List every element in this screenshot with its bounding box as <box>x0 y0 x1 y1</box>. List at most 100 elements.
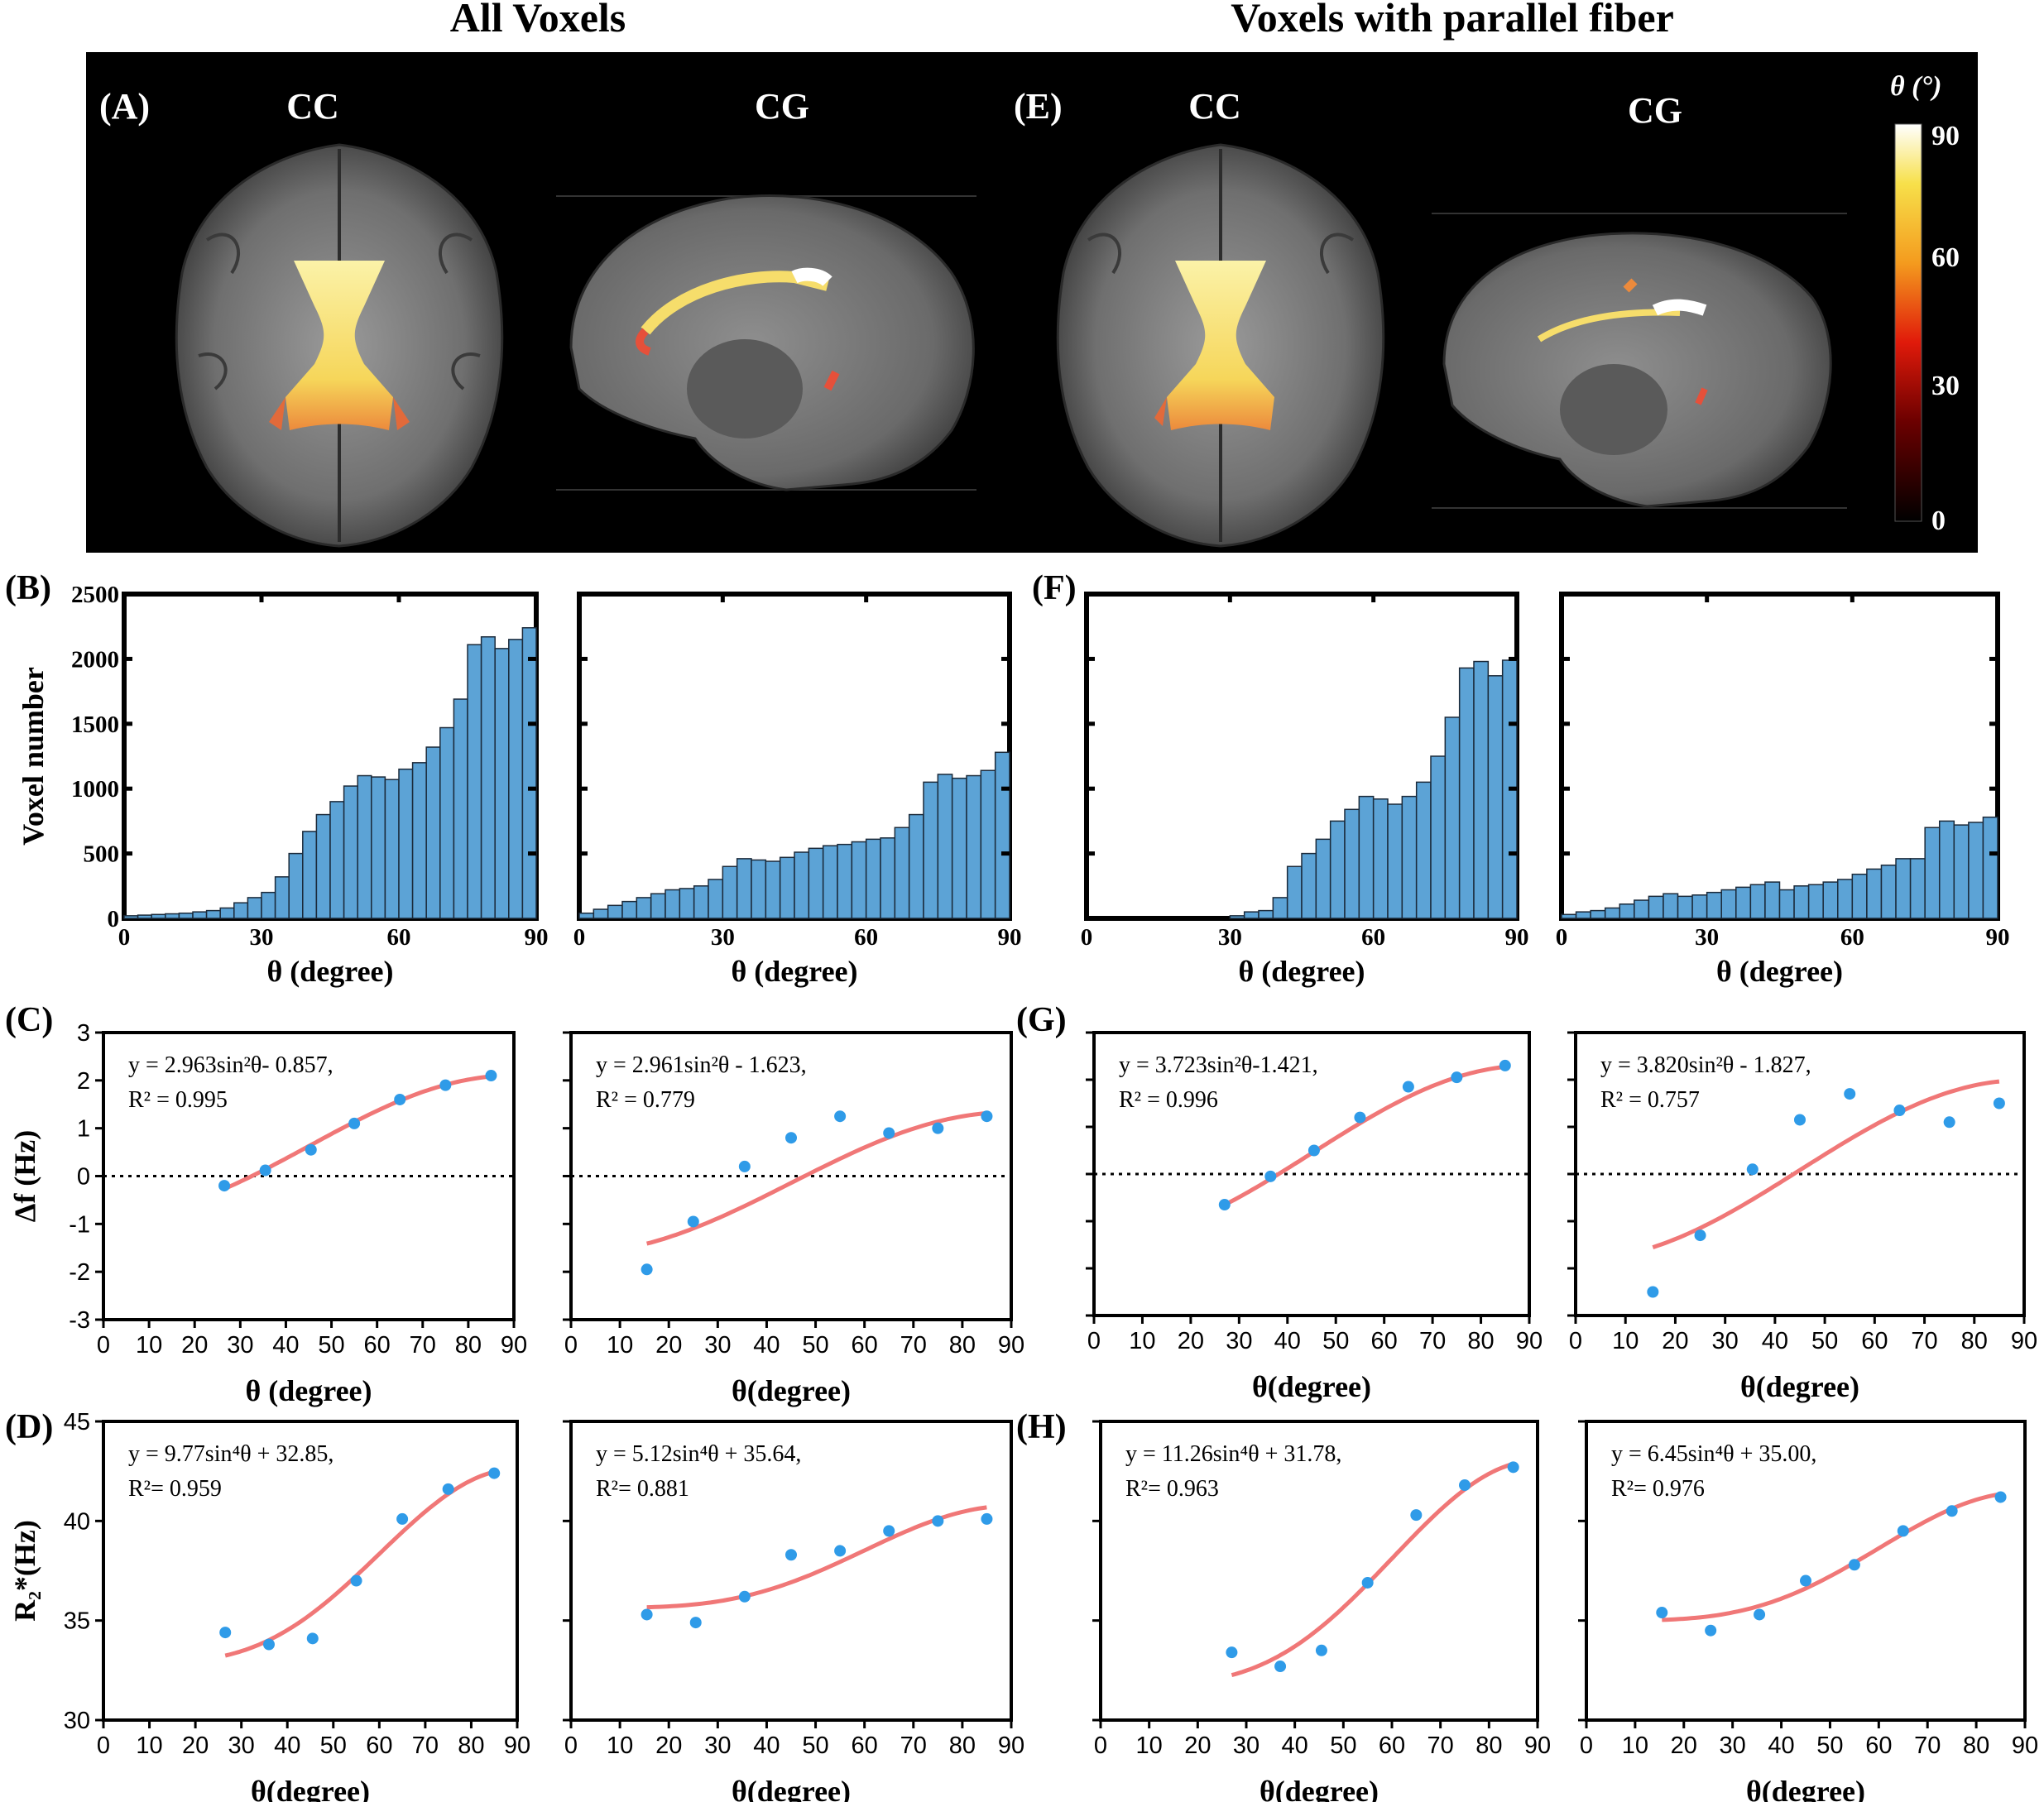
histogram-bar <box>1735 886 1752 919</box>
histogram-bar <box>123 915 139 919</box>
colorbar-gradient <box>1894 123 1922 522</box>
histogram-bar <box>165 913 180 919</box>
x-tick-label: 90 <box>998 924 1022 951</box>
data-point <box>1274 1661 1287 1673</box>
y-tick-label: 30 <box>64 1708 90 1734</box>
x-tick-label: 60 <box>387 924 411 951</box>
histogram-bar <box>1807 884 1824 919</box>
y-tick-label: 0 <box>77 1164 90 1191</box>
x-tick-label: 90 <box>525 924 549 951</box>
histogram-bar <box>151 913 166 919</box>
x-tick-label: 70 <box>900 1332 927 1359</box>
x-tick-label: 30 <box>1695 924 1719 951</box>
data-point <box>1994 1491 2007 1503</box>
x-tick-label: 70 <box>412 1733 439 1759</box>
data-point <box>785 1132 797 1144</box>
histogram-bar <box>607 904 623 919</box>
histogram-bar <box>1590 909 1606 919</box>
histogram-bar <box>1619 903 1635 919</box>
x-tick-label: 90 <box>998 1332 1024 1359</box>
chart-f-cc: 0 30 60 90 θ (degree) <box>1081 592 1529 988</box>
x-tick-label: 30 <box>1720 1733 1746 1759</box>
data-point <box>834 1545 847 1557</box>
x-tick-label: 90 <box>998 1733 1024 1759</box>
x-tick-label: 20 <box>655 1332 682 1359</box>
histogram-bar <box>1315 838 1331 919</box>
x-tick-label: 0 <box>97 1332 110 1359</box>
x-tick-label: 50 <box>1811 1328 1838 1354</box>
data-point <box>1451 1071 1463 1084</box>
x-tick-label: 40 <box>274 1733 300 1759</box>
x-tick-label: 90 <box>1516 1328 1543 1354</box>
x-axis-label: θ (degree) <box>731 955 857 988</box>
histogram-bar <box>233 902 249 919</box>
fit-curve <box>646 1505 987 1610</box>
panel-label-b: (B) <box>5 569 51 607</box>
y-axis-label: R₂*(Hz) <box>8 1520 41 1622</box>
x-tick-label: 10 <box>607 1332 633 1359</box>
data-point <box>1218 1199 1231 1211</box>
histogram-bar <box>1706 891 1722 919</box>
histogram-bar <box>808 847 824 919</box>
histogram-bar <box>751 859 767 919</box>
data-point <box>348 1117 361 1129</box>
fit-curve <box>1231 1461 1514 1678</box>
x-tick-label: 50 <box>802 1733 828 1759</box>
fit-equation: y = 9.77sin⁴θ + 32.85, <box>128 1441 333 1467</box>
colorbar: θ (°) 90 60 30 0 <box>1890 71 1960 536</box>
x-tick-label: 80 <box>455 1332 482 1359</box>
fit-equation: y = 11.26sin⁴θ + 31.78, <box>1125 1441 1341 1467</box>
histogram-bar <box>1229 915 1245 919</box>
data-point <box>218 1180 231 1192</box>
histogram-bar <box>593 908 609 919</box>
x-tick-label: 30 <box>1226 1328 1252 1354</box>
data-point <box>1794 1114 1806 1126</box>
data-point <box>1694 1229 1706 1242</box>
x-tick-label: 70 <box>900 1733 927 1759</box>
x-tick-label: 10 <box>607 1733 633 1759</box>
data-point <box>1315 1644 1327 1656</box>
histogram-bar <box>343 785 358 919</box>
plot-frame <box>1585 1420 2027 1722</box>
x-tick-label: 50 <box>1816 1733 1843 1759</box>
histogram-bar <box>636 897 652 919</box>
histogram-bar <box>1677 895 1693 919</box>
histogram-bar <box>1663 893 1679 919</box>
x-tick-label: 20 <box>1662 1328 1688 1354</box>
data-point <box>1705 1624 1717 1637</box>
mri-sagittal-cg-parallel <box>1432 213 1847 509</box>
data-point <box>1647 1286 1659 1298</box>
region-label-cg-e: CG <box>1628 90 1682 131</box>
fit-curve <box>224 1469 495 1658</box>
x-tick-label: 0 <box>1580 1733 1593 1759</box>
histogram-bar <box>1866 868 1883 919</box>
y-axis-label: Δf (Hz) <box>8 1130 41 1223</box>
data-point <box>1943 1116 1955 1129</box>
histogram-bar <box>371 776 386 919</box>
chart-f-cg: 0 30 60 90 θ (degree) <box>1556 592 2010 988</box>
mri-axial-cc-parallel <box>1056 143 1385 548</box>
histogram-bar <box>980 769 996 919</box>
fit-r-squared: R²= 0.881 <box>596 1476 689 1502</box>
fit-curve <box>1223 1064 1506 1207</box>
histogram-bar <box>1648 895 1664 919</box>
histogram-bar <box>1634 899 1650 919</box>
y-tick-label: 1500 <box>71 712 119 738</box>
chart-g-cc: y = 3.723sin²θ-1.421, R² = 0.996 0 10 20 30 40… <box>1086 1031 1543 1403</box>
x-tick-label: 0 <box>564 1332 578 1359</box>
histogram-bar <box>1272 897 1288 919</box>
x-tick-label: 20 <box>182 1733 209 1759</box>
fit-r-squared: R² = 0.995 <box>128 1087 228 1113</box>
histogram-bar <box>650 893 666 919</box>
panel-label-h: (H) <box>1016 1408 1067 1446</box>
histogram-bar <box>1344 808 1360 919</box>
histogram-bar <box>966 774 982 919</box>
histogram-bar <box>679 888 695 919</box>
data-point <box>1459 1479 1471 1492</box>
x-tick-label: 60 <box>1840 924 1864 951</box>
data-point <box>1402 1081 1414 1093</box>
x-tick-label: 30 <box>704 1733 731 1759</box>
histogram-bar <box>1953 824 1970 919</box>
data-point <box>1946 1505 1958 1517</box>
